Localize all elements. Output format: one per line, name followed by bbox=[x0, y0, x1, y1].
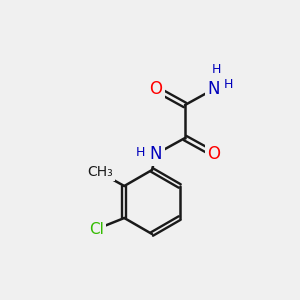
Text: H: H bbox=[136, 146, 145, 160]
Text: H: H bbox=[211, 63, 221, 76]
Text: O: O bbox=[149, 80, 163, 98]
Text: CH₃: CH₃ bbox=[87, 165, 113, 179]
Text: N: N bbox=[208, 80, 220, 98]
Text: Cl: Cl bbox=[89, 223, 104, 238]
Text: N: N bbox=[150, 145, 162, 163]
Text: O: O bbox=[208, 145, 220, 163]
Text: H: H bbox=[224, 79, 233, 92]
